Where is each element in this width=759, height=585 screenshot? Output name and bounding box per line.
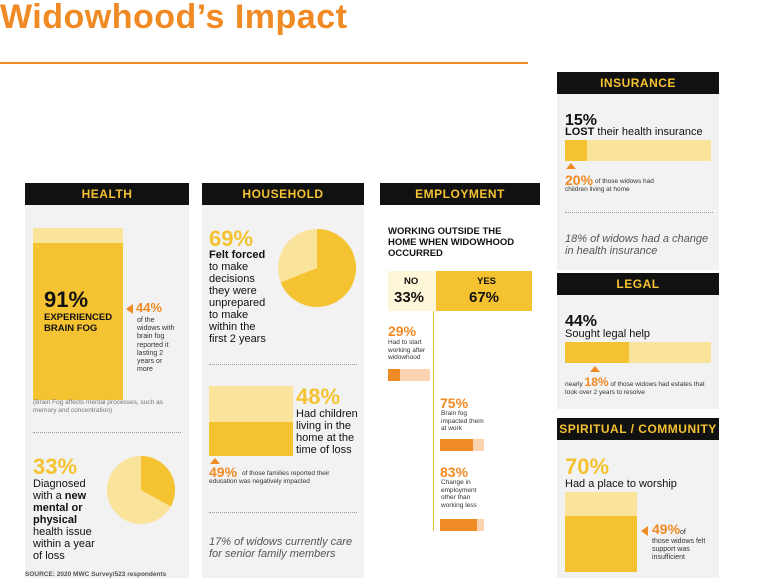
change-bar-fill	[440, 519, 477, 531]
ins-change-text: 18% of widows had a change in health ins…	[565, 233, 709, 257]
legal-bar-fill	[565, 342, 630, 363]
up-arrow-icon	[210, 458, 220, 464]
diagnosed-pie-slice	[141, 456, 175, 507]
brain-fog-footnote: (Brain Fog affects mental processes, suc…	[33, 399, 163, 414]
source-text: SOURCE: 2020 MWC Survey/523 respondents	[25, 571, 167, 578]
lasting-pct: 44%	[136, 300, 163, 315]
insurance-divider	[565, 212, 713, 213]
lost-body: their health insurance	[594, 126, 703, 138]
diagnosed-bold: new mental or physical	[33, 490, 87, 526]
left-arrow-icon	[641, 526, 648, 536]
legal-header: LEGAL	[557, 273, 719, 295]
forced-bold: Felt forced	[209, 249, 266, 261]
no-box	[388, 271, 436, 311]
support-text: those widows felt support was insufficie…	[652, 538, 706, 562]
lost-bar-fill	[565, 140, 587, 161]
forced-text: Felt forced to make decisions they were u…	[209, 249, 275, 345]
worship-pct: 70%	[565, 454, 610, 479]
yes-box	[435, 271, 532, 311]
change-pct: 83%	[440, 464, 469, 480]
worship-text: Had a place to worship	[565, 478, 677, 490]
legal-panel	[557, 273, 719, 409]
no-label: NO	[404, 276, 419, 287]
brain-fog-bar-fill	[33, 243, 123, 400]
estates-pct: 18%	[584, 375, 609, 389]
brainfog-work-text: Brain fog impacted them at work	[441, 410, 484, 432]
title-divider	[0, 62, 528, 64]
change-text: Change in employment other than working …	[441, 479, 477, 509]
support-line-1: 49%of	[652, 521, 686, 537]
forced-pie-slice	[280, 229, 356, 307]
insurance-header: INSURANCE	[557, 72, 719, 94]
ins-children-text: of those widows had children living at h…	[565, 178, 654, 193]
household-divider-2	[209, 512, 357, 513]
legal-help-text: Sought legal help	[565, 328, 651, 340]
employment-subtitle: WORKING OUTSIDE THE HOME WHEN WIDOWHOOD …	[388, 226, 515, 259]
forced-pct: 69%	[209, 226, 254, 251]
diagnosed-pre: Diagnosed with a	[33, 478, 86, 502]
no-pct: 33%	[394, 289, 425, 306]
lasting-text: of the widows with brain fog reported it…	[137, 317, 175, 374]
education-text: of those families reported their educati…	[209, 470, 330, 485]
up-arrow-icon	[590, 366, 600, 372]
lost-pct: 15%	[565, 112, 598, 129]
forced-body: to make decisions they were unprepared t…	[209, 261, 266, 345]
legal-help-pct: 44%	[565, 313, 598, 330]
diagnosed-text: Diagnosed with a new mental or physical …	[33, 478, 103, 562]
estates-text: nearly 18% of those widows had estates t…	[565, 376, 715, 396]
children-text: Had children living in the home at the t…	[296, 408, 358, 456]
support-suffix: of	[680, 529, 686, 536]
lost-bar-track	[565, 140, 711, 161]
children-pct: 48%	[296, 384, 341, 409]
yes-label: YES	[477, 276, 497, 287]
yes-pct: 67%	[469, 289, 500, 306]
household-divider-1	[209, 364, 357, 365]
brainfog-work-pct: 75%	[440, 395, 469, 411]
diagnosed-pct: 33%	[33, 454, 78, 479]
estates-pre: nearly	[565, 381, 585, 388]
children-bar-fill	[209, 422, 293, 456]
up-arrow-icon	[566, 163, 576, 169]
start-pct: 29%	[388, 323, 417, 339]
worship-bar-fill	[565, 516, 637, 572]
brainfog-work-bar-fill	[440, 439, 473, 451]
household-header: HOUSEHOLD	[202, 183, 364, 205]
diagnosed-post: health issue within a year of loss	[33, 526, 95, 562]
senior-care-text: 17% of widows currently care for senior …	[209, 536, 353, 560]
diagnosed-pie	[107, 456, 175, 524]
brain-fog-label: EXPERIENCED BRAIN FOG	[44, 312, 113, 334]
start-bar-fill	[388, 369, 401, 381]
left-arrow-icon	[126, 304, 133, 314]
estates-body: of those widows had estates that took ov…	[565, 381, 705, 396]
start-text: Had to start working after widowhood	[388, 339, 426, 361]
health-divider	[33, 432, 181, 433]
employment-vline	[433, 311, 434, 531]
support-pct: 49%	[652, 521, 681, 537]
education-pct: 49%	[209, 464, 238, 480]
page-title: Widowhood’s Impact	[0, 0, 348, 36]
brain-fog-pct: 91%	[44, 287, 89, 312]
insurance-panel	[557, 72, 719, 270]
employment-header: EMPLOYMENT	[380, 183, 540, 205]
spiritual-header: SPIRITUAL / COMMUNITY	[557, 418, 719, 440]
lost-bold: LOST	[565, 126, 595, 138]
health-header: HEALTH	[25, 183, 189, 205]
forced-pie	[278, 229, 356, 307]
lost-text: LOST their health insurance	[565, 126, 715, 138]
ins-children-pct: 20%	[565, 172, 594, 188]
